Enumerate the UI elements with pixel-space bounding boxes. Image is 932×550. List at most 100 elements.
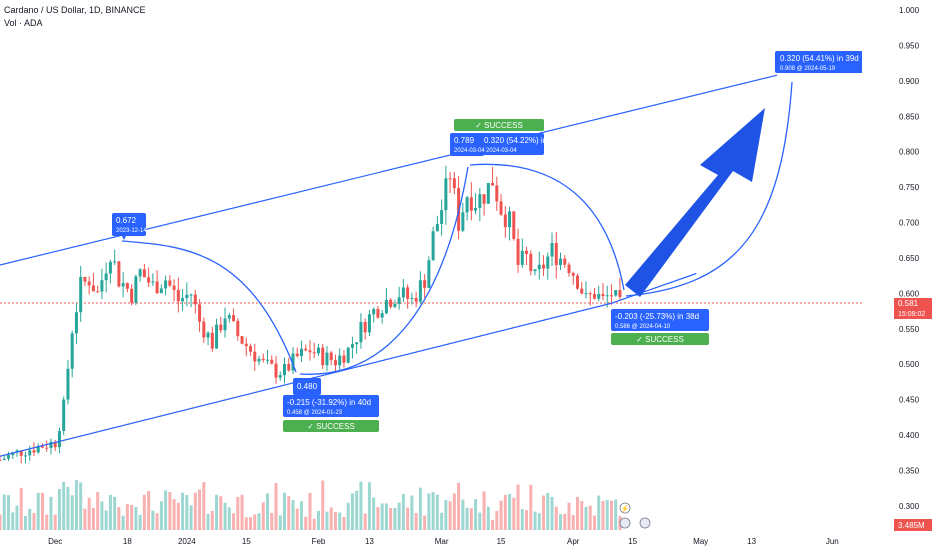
measure-mar-sub: 2024-03-04 — [486, 148, 517, 154]
volume-bar — [312, 518, 316, 530]
candle-body — [138, 269, 142, 277]
event-icons[interactable]: ⚡ — [619, 502, 651, 529]
volume-bar — [249, 517, 253, 530]
candle-body — [304, 348, 308, 351]
volume-bar — [168, 492, 172, 530]
volume-bar — [597, 495, 601, 530]
volume-bar — [232, 513, 236, 530]
candle-body — [316, 347, 320, 354]
candle-body — [53, 441, 57, 448]
volume-bar — [257, 513, 261, 530]
y-tick-label: 0.450 — [899, 396, 920, 405]
volume-bar — [79, 482, 83, 530]
candle-body — [452, 178, 456, 189]
x-tick-label: Dec — [48, 537, 62, 546]
y-tick-label: 0.500 — [899, 360, 920, 369]
volume-value: 3.485M — [898, 521, 925, 530]
candle-body — [435, 223, 439, 232]
candle-body — [291, 353, 295, 371]
measure-apr: -0.203 (-25.73%) in 38d 0.586 @ 2024-04-… — [611, 309, 709, 345]
candle-body — [503, 214, 507, 228]
volume-bar — [6, 495, 10, 530]
candle-body — [96, 291, 100, 293]
volume-bar — [435, 494, 439, 530]
candle-body — [469, 197, 473, 211]
candle-body — [19, 450, 23, 456]
volume-bar — [563, 513, 567, 530]
measure-proj-text: 0.320 (54.41%) in 39d — [780, 54, 859, 63]
volume-bar — [609, 500, 613, 530]
y-tick-label: 0.400 — [899, 431, 920, 440]
volume-legend: Vol · ADA — [4, 18, 43, 28]
volume-bar — [36, 493, 40, 530]
volume-bar — [304, 516, 308, 530]
candle-body — [465, 197, 469, 213]
volume-bar — [206, 513, 210, 530]
volume-bar — [261, 502, 265, 530]
candle-body — [474, 207, 478, 211]
candle-body — [614, 290, 618, 296]
inner-trend-line[interactable] — [611, 272, 697, 304]
volume-bar — [49, 496, 53, 530]
volume-bar — [227, 507, 231, 530]
volume-bar — [431, 492, 435, 530]
price-axis[interactable]: 1.000 0.950 0.900 0.850 0.800 0.750 0.700 0.650… — [862, 0, 932, 550]
low-value-jan: 0.480 — [297, 382, 318, 391]
volume-bar — [210, 510, 214, 530]
volume-bar — [529, 484, 533, 530]
candle-body — [227, 315, 231, 319]
volume-bar — [440, 512, 444, 530]
volume-bar — [108, 494, 112, 530]
candle-body — [193, 294, 197, 305]
volume-bar — [223, 502, 227, 530]
volume-bar — [571, 515, 575, 530]
candle-body — [223, 318, 227, 331]
volume-bar — [580, 501, 584, 530]
volume-bar — [503, 494, 507, 530]
volume-bar — [329, 507, 333, 530]
volume-bar — [376, 507, 380, 530]
volume-bar — [465, 507, 469, 530]
arc-jan-mar — [299, 166, 469, 375]
candle-body — [45, 447, 49, 449]
measure-jan-result: ✓ SUCCESS — [307, 422, 355, 431]
candle-body — [210, 332, 214, 349]
symbol-title[interactable]: Cardano / US Dollar, 1D, BINANCE — [4, 5, 146, 15]
volume-bar — [461, 499, 465, 530]
volume-bar — [87, 497, 91, 530]
candle-body — [312, 352, 316, 354]
candle-body — [121, 283, 125, 287]
candle-body — [176, 289, 180, 302]
candle-body — [342, 355, 346, 363]
y-tick-label: 0.800 — [899, 148, 920, 157]
x-tick-label: 18 — [123, 537, 132, 546]
volume-bar — [287, 496, 291, 530]
volume-bar — [359, 481, 363, 530]
y-tick-label: 1.000 — [899, 6, 920, 15]
y-tick-label: 0.350 — [899, 466, 920, 475]
low-label-jan: 0.480 — [293, 378, 321, 395]
volume-bar — [138, 514, 142, 530]
candle-body — [74, 312, 78, 334]
candle-body — [32, 450, 36, 453]
x-tick-label: 15 — [242, 537, 251, 546]
y-tick-label: 0.950 — [899, 41, 920, 50]
candle-body — [418, 280, 422, 302]
y-tick-label: 0.300 — [899, 502, 920, 511]
volume-bar — [516, 484, 520, 530]
candle-body — [533, 269, 537, 272]
candle-body — [389, 299, 393, 307]
candle-body — [376, 309, 380, 318]
time-axis[interactable]: Dec 18 2024 15 Feb 13 Mar 15 Apr 15 May 13 Jun — [0, 532, 932, 550]
volume-bar — [176, 502, 180, 530]
volume-bar — [2, 494, 6, 530]
measure-mar-text: 0.320 (54.22%) in 38d — [484, 136, 563, 145]
candle-body — [618, 290, 622, 297]
time-axis-bg — [0, 532, 932, 550]
candle-body — [486, 182, 490, 204]
volume-bar — [346, 502, 350, 530]
volume-bar — [202, 482, 206, 530]
candle-body — [571, 272, 575, 276]
